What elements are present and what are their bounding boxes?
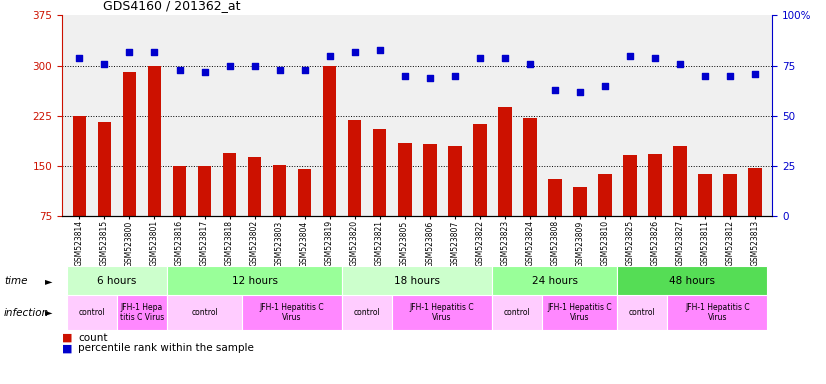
Bar bbox=[373, 129, 387, 216]
Point bbox=[123, 48, 136, 55]
Point bbox=[698, 73, 711, 79]
Text: 6 hours: 6 hours bbox=[97, 276, 136, 286]
Bar bbox=[492, 266, 617, 295]
Point bbox=[648, 55, 662, 61]
Point bbox=[448, 73, 461, 79]
Bar bbox=[548, 179, 562, 216]
Text: JFH-1 Hepatitis C
Virus: JFH-1 Hepatitis C Virus bbox=[548, 303, 612, 322]
Point bbox=[148, 48, 161, 55]
Text: infection: infection bbox=[4, 308, 50, 318]
Bar bbox=[392, 295, 492, 330]
Text: control: control bbox=[629, 308, 656, 317]
Bar bbox=[97, 122, 112, 216]
Point bbox=[548, 87, 562, 93]
Text: 18 hours: 18 hours bbox=[394, 276, 440, 286]
Text: GDS4160 / 201362_at: GDS4160 / 201362_at bbox=[103, 0, 240, 12]
Point bbox=[473, 55, 487, 61]
Point bbox=[273, 66, 286, 73]
Bar bbox=[167, 295, 242, 330]
Point bbox=[573, 89, 586, 95]
Bar bbox=[492, 295, 542, 330]
Point bbox=[223, 63, 236, 69]
Bar bbox=[197, 166, 211, 216]
Bar bbox=[673, 146, 686, 216]
Point bbox=[673, 61, 686, 67]
Point bbox=[173, 66, 186, 73]
Bar bbox=[542, 295, 617, 330]
Bar bbox=[598, 174, 611, 216]
Bar bbox=[698, 174, 712, 216]
Text: percentile rank within the sample: percentile rank within the sample bbox=[78, 344, 254, 354]
Text: control: control bbox=[354, 308, 381, 317]
Bar bbox=[117, 295, 167, 330]
Text: JFH-1 Hepatitis C
Virus: JFH-1 Hepatitis C Virus bbox=[685, 303, 749, 322]
Point bbox=[598, 83, 611, 89]
Bar bbox=[223, 152, 236, 216]
Bar bbox=[648, 154, 662, 216]
Point bbox=[498, 55, 511, 61]
Point bbox=[423, 74, 436, 81]
Point bbox=[523, 61, 536, 67]
Text: ■: ■ bbox=[62, 344, 73, 354]
Point bbox=[298, 66, 311, 73]
Point bbox=[373, 46, 387, 53]
Bar bbox=[523, 118, 537, 216]
Bar bbox=[167, 266, 342, 295]
Point bbox=[623, 53, 636, 59]
Text: count: count bbox=[78, 333, 108, 343]
Bar bbox=[398, 142, 411, 216]
Bar bbox=[323, 66, 336, 216]
Point bbox=[724, 73, 737, 79]
Bar bbox=[122, 72, 136, 216]
Bar bbox=[173, 166, 187, 216]
Bar bbox=[67, 266, 167, 295]
Bar bbox=[342, 266, 492, 295]
Text: JFH-1 Hepa
titis C Virus: JFH-1 Hepa titis C Virus bbox=[120, 303, 164, 322]
Text: control: control bbox=[78, 308, 106, 317]
Point bbox=[398, 73, 411, 79]
Bar bbox=[472, 124, 487, 216]
Bar bbox=[297, 169, 311, 216]
Text: 12 hours: 12 hours bbox=[231, 276, 278, 286]
Point bbox=[97, 61, 111, 67]
Text: JFH-1 Hepatitis C
Virus: JFH-1 Hepatitis C Virus bbox=[259, 303, 325, 322]
Text: ►: ► bbox=[45, 308, 52, 318]
Point bbox=[73, 55, 86, 61]
Text: ■: ■ bbox=[62, 333, 73, 343]
Point bbox=[348, 48, 361, 55]
Bar bbox=[423, 144, 436, 216]
Bar bbox=[498, 107, 511, 216]
Bar bbox=[273, 165, 287, 216]
Bar bbox=[723, 174, 737, 216]
Point bbox=[748, 71, 762, 77]
Text: 48 hours: 48 hours bbox=[669, 276, 715, 286]
Bar bbox=[448, 146, 462, 216]
Text: JFH-1 Hepatitis C
Virus: JFH-1 Hepatitis C Virus bbox=[410, 303, 474, 322]
Text: ►: ► bbox=[45, 276, 52, 286]
Bar bbox=[623, 155, 637, 216]
Point bbox=[198, 69, 211, 75]
Point bbox=[248, 63, 261, 69]
Bar bbox=[67, 295, 117, 330]
Bar bbox=[617, 295, 667, 330]
Bar bbox=[242, 295, 342, 330]
Bar bbox=[248, 157, 261, 216]
Text: time: time bbox=[4, 276, 27, 286]
Bar bbox=[667, 295, 767, 330]
Bar bbox=[342, 295, 392, 330]
Bar bbox=[148, 66, 161, 216]
Text: control: control bbox=[191, 308, 218, 317]
Text: 24 hours: 24 hours bbox=[532, 276, 577, 286]
Text: control: control bbox=[504, 308, 530, 317]
Bar bbox=[617, 266, 767, 295]
Point bbox=[323, 53, 336, 59]
Bar bbox=[348, 121, 362, 216]
Bar bbox=[573, 187, 586, 216]
Bar bbox=[748, 168, 762, 216]
Bar bbox=[73, 116, 87, 216]
